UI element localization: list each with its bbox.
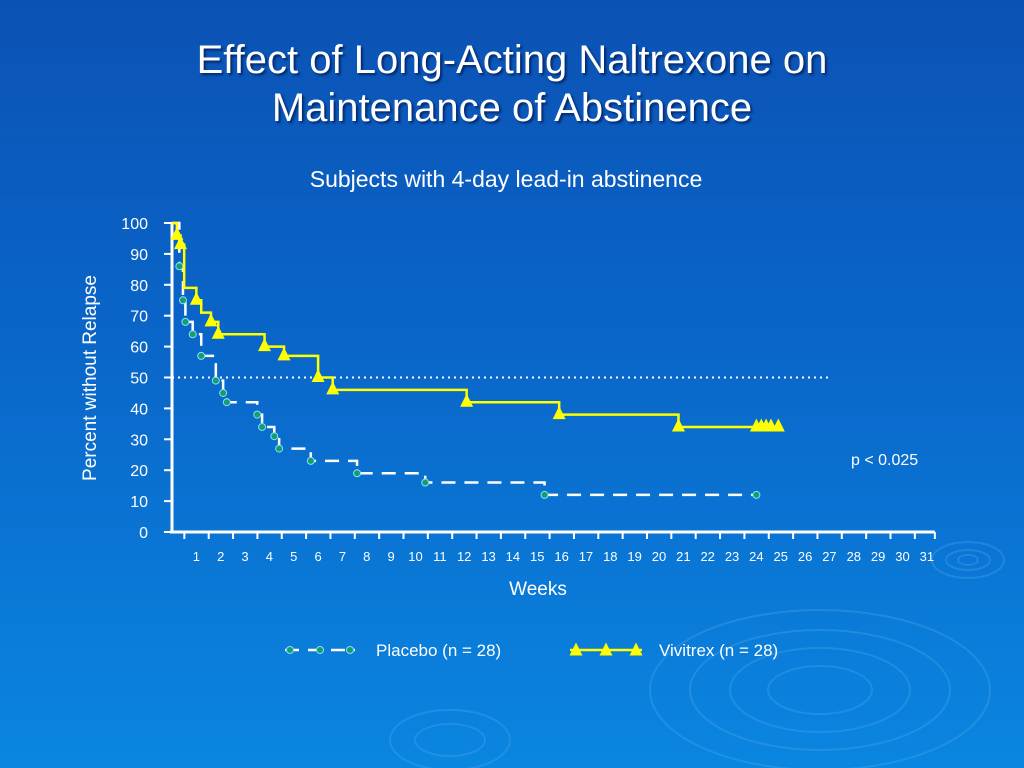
x-tick-label: 13 [481, 549, 495, 564]
x-tick-label: 29 [871, 549, 885, 564]
x-tick-label: 16 [554, 549, 568, 564]
placebo-data-point [540, 490, 549, 499]
x-tick-label: 28 [847, 549, 861, 564]
placebo-data-point [222, 398, 231, 407]
placebo-data-point [219, 388, 228, 397]
placebo-series-line [172, 221, 757, 497]
x-tick-label: 27 [822, 549, 836, 564]
vivitrex-data-point [211, 325, 225, 339]
placebo-data-point [188, 330, 197, 339]
placebo-data-point [253, 410, 262, 419]
x-tick-label: 2 [217, 549, 224, 564]
y-tick-label: 60 [130, 340, 148, 357]
y-tick-label: 30 [130, 432, 148, 449]
y-tick-label: 100 [121, 216, 148, 233]
placebo-data-point [175, 262, 184, 271]
vivitrex-data-point [189, 291, 203, 305]
x-tick-label: 23 [725, 549, 739, 564]
placebo-data-point [306, 456, 315, 465]
legend-swatch-vivitrex-marker [599, 642, 613, 656]
placebo-data-point [178, 296, 187, 305]
chart-subtitle: Subjects with 4-day lead-in abstinence [309, 166, 703, 192]
slide-title: Effect of Long-Acting Naltrexone on Main… [0, 36, 1024, 132]
legend-swatch-placebo-marker [316, 646, 324, 654]
x-tick-label: 12 [457, 549, 471, 564]
x-tick-label: 24 [749, 549, 763, 564]
legend-swatch-vivitrex-marker [629, 642, 643, 656]
vivitrex-data-point [311, 369, 325, 382]
y-tick-label: 70 [130, 309, 148, 326]
x-axis-label: Weeks [509, 579, 567, 600]
x-tick-label: 4 [266, 549, 273, 564]
x-tick-label: 1 [193, 549, 200, 564]
y-axis-label: Percent without Relapse [80, 275, 101, 481]
legend-swatch-placebo-marker [286, 646, 294, 654]
y-tick-label: 10 [130, 494, 148, 511]
x-tick-label: 11 [433, 549, 447, 564]
x-tick-label: 6 [314, 549, 321, 564]
x-tick-label: 20 [652, 549, 666, 564]
x-tick-label: 30 [895, 549, 909, 564]
x-tick-label: 19 [627, 549, 641, 564]
y-tick-label: 50 [130, 371, 148, 388]
x-tick-label: 25 [774, 549, 788, 564]
x-tick-label: 22 [700, 549, 714, 564]
x-tick-label: 14 [506, 549, 520, 564]
vivitrex-data-point [258, 338, 272, 352]
vivitrex-data-point [204, 313, 218, 327]
x-tick-label: 15 [530, 549, 544, 564]
placebo-data-point [275, 444, 284, 453]
y-tick-label: 40 [130, 401, 148, 418]
x-tick-label: 21 [676, 549, 690, 564]
x-tick-label: 3 [241, 549, 248, 564]
slide-title-line-1: Effect of Long-Acting Naltrexone on [196, 38, 828, 82]
placebo-data-point [270, 432, 279, 441]
legend-swatch-vivitrex-marker [569, 642, 583, 656]
x-tick-label: 10 [408, 549, 422, 564]
vivitrex-data-point [277, 347, 291, 361]
vivitrex-data-point [460, 393, 474, 407]
vivitrex-data-point [671, 418, 685, 432]
y-tick-label: 20 [130, 463, 148, 480]
x-tick-label: 18 [603, 549, 617, 564]
legend-swatch-placebo-marker [346, 646, 354, 654]
x-tick-label: 5 [290, 549, 297, 564]
placebo-data-point [197, 351, 206, 360]
y-tick-label: 80 [130, 278, 148, 295]
placebo-data-point [211, 376, 220, 385]
vivitrex-data-point [174, 236, 188, 250]
x-tick-label: 9 [388, 549, 395, 564]
p-value-annotation: p < 0.025 [851, 452, 919, 469]
placebo-data-point [353, 469, 362, 478]
x-tick-label: 31 [920, 549, 934, 564]
x-tick-label: 8 [363, 549, 370, 564]
vivitrex-data-point [326, 381, 340, 395]
placebo-data-point [752, 490, 761, 499]
vivitrex-series-line [172, 221, 779, 429]
x-tick-label: 26 [798, 549, 812, 564]
x-tick-label: 17 [579, 549, 593, 564]
placebo-data-point [421, 478, 430, 487]
x-tick-label: 7 [339, 549, 346, 564]
y-tick-label: 90 [130, 247, 148, 264]
slide-title-line-2: Maintenance of Abstinence [271, 86, 753, 130]
vivitrex-data-point [771, 418, 785, 432]
placebo-data-point [258, 422, 267, 431]
placebo-data-point [181, 317, 190, 326]
vivitrex-data-point [170, 226, 184, 240]
y-tick-label: 0 [139, 525, 148, 542]
vivitrex-data-point [552, 406, 566, 420]
